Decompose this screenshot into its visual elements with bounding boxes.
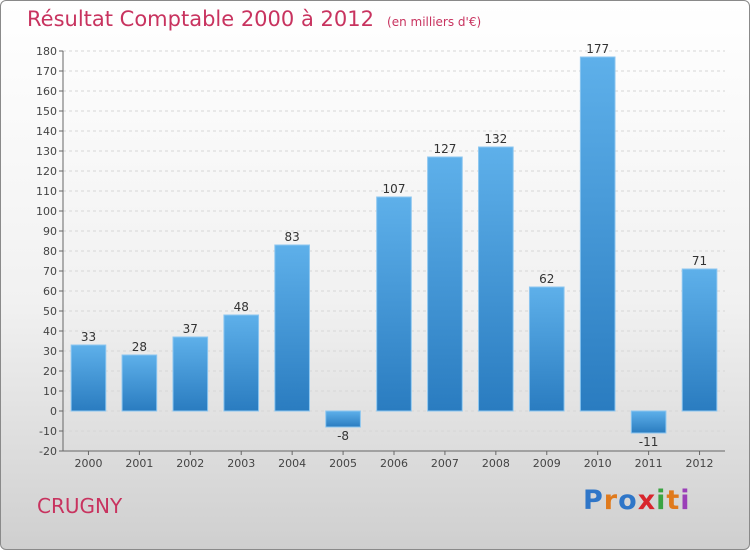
bar-2008	[478, 146, 514, 412]
y-tick-label: 10	[43, 385, 57, 398]
chart-title: Résultat Comptable 2000 à 2012	[27, 7, 374, 31]
bar-2009	[528, 286, 565, 412]
y-tick-label: 140	[36, 125, 57, 138]
y-tick-label: 50	[43, 305, 57, 318]
bar-2005	[325, 410, 361, 428]
brand-letter: t	[666, 485, 681, 516]
x-tick-label: 2009	[533, 457, 561, 470]
x-tick-label: 2003	[227, 457, 255, 470]
town-name: CRUGNY	[37, 494, 123, 518]
data-label-2005: -8	[337, 429, 349, 443]
y-tick-label: 180	[36, 45, 57, 58]
brand-letter: P	[583, 485, 604, 516]
data-label-2003: 48	[234, 300, 249, 314]
y-tick-label: 80	[43, 245, 57, 258]
brand-letter: o	[618, 485, 638, 516]
y-tick-label: 0	[50, 405, 57, 418]
x-tick-label: 2002	[176, 457, 204, 470]
y-tick-label: 130	[36, 145, 57, 158]
data-labels: 33 28 37 48 83 -8 107 127 132 62 177 -11 71	[81, 42, 707, 449]
y-tick-label: 90	[43, 225, 57, 238]
y-tick-label: 40	[43, 325, 57, 338]
x-tick-label: 2001	[125, 457, 153, 470]
x-tick-label: 2008	[482, 457, 510, 470]
x-tick-label: 2005	[329, 457, 357, 470]
data-label-2008: 132	[484, 132, 507, 146]
x-tick-label: 2010	[584, 457, 612, 470]
data-label-2000: 33	[81, 330, 96, 344]
data-label-2006: 107	[383, 182, 406, 196]
brand-letter: i	[680, 485, 691, 516]
data-label-2004: 83	[285, 230, 300, 244]
bar-2007	[427, 156, 463, 412]
bar-2011	[630, 410, 667, 434]
y-tick-label: -10	[39, 425, 57, 438]
data-label-2007: 127	[433, 142, 456, 156]
bar-2010	[579, 56, 616, 412]
x-tick-label: 2011	[635, 457, 663, 470]
y-tick-label: 120	[36, 165, 57, 178]
y-tick-label: 20	[43, 365, 57, 378]
y-tick-label: 150	[36, 105, 57, 118]
y-tick-label: -20	[39, 445, 57, 458]
brand-letter: x	[637, 485, 657, 516]
y-tick-label: 170	[36, 65, 57, 78]
x-tick-label: 2000	[74, 457, 102, 470]
chart-header: Résultat Comptable 2000 à 2012 (en milli…	[27, 7, 481, 31]
chart-subtitle: (en milliers d'€)	[387, 15, 482, 29]
y-tick-label: 100	[36, 205, 57, 218]
brand-logo: Proxiti	[583, 485, 691, 516]
brand-letter: r	[603, 485, 619, 516]
bar-2002	[172, 336, 209, 412]
bar-2006	[376, 196, 412, 412]
y-tick-label: 160	[36, 85, 57, 98]
x-tick-label: 2012	[686, 457, 714, 470]
bar-2012	[681, 268, 718, 412]
y-tick-label: 30	[43, 345, 57, 358]
data-label-2002: 37	[183, 322, 198, 336]
data-label-2001: 28	[132, 340, 147, 354]
x-tick-label: 2006	[380, 457, 408, 470]
bar-2000	[70, 344, 107, 412]
bar-2001	[121, 354, 158, 412]
axes: -20 -10 0 10 20 30 40 50 60 70 80 90 100 110 120 130 140…	[36, 45, 725, 470]
y-tick-label: 110	[36, 185, 57, 198]
data-label-2009: 62	[539, 272, 554, 286]
x-tick-label: 2007	[431, 457, 459, 470]
data-label-2010: 177	[586, 42, 609, 56]
data-label-2012: 71	[692, 254, 707, 268]
x-tick-label: 2004	[278, 457, 306, 470]
bar-2004	[274, 244, 310, 412]
data-label-2011: -11	[639, 435, 659, 449]
bar-2003	[223, 314, 260, 412]
y-tick-label: 60	[43, 285, 57, 298]
brand-letter: i	[656, 485, 667, 516]
y-tick-label: 70	[43, 265, 57, 278]
bars	[70, 56, 718, 434]
